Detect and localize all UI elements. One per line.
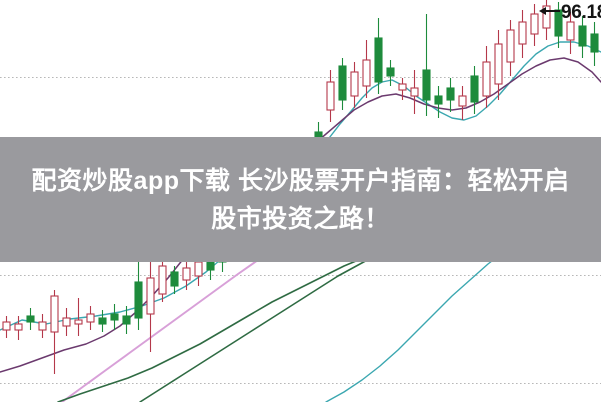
candle-body-down (506, 29, 515, 63)
candle-body-down (350, 71, 359, 97)
candle-body-down (182, 267, 191, 281)
candle-body-down (362, 59, 371, 87)
candle-body-up (26, 315, 35, 323)
candle-body-up (434, 95, 443, 105)
price-callout-label: 96.18 (561, 2, 601, 23)
candle-body-down (2, 321, 11, 331)
candle-body-up (338, 65, 347, 101)
candle-body-up (98, 317, 107, 325)
candle-body-down (398, 83, 407, 91)
candle-body-down (158, 265, 167, 295)
candle-body-down (50, 295, 59, 333)
candle-body-down (458, 95, 467, 107)
candle-body-up (470, 75, 479, 103)
candle-body-down (482, 61, 491, 97)
candle-body-down (566, 21, 575, 41)
candle-body-down (326, 81, 335, 111)
candle-body-up (134, 281, 143, 319)
candle-body-up (386, 67, 395, 77)
candle-body-up (446, 87, 455, 101)
title-overlay-banner: 配资炒股app下载 长沙股票开户指南：轻松开启 股市投资之路！ (0, 137, 601, 262)
price-callout-arrow (539, 7, 560, 15)
candle-body-down (14, 323, 23, 331)
callout-arrow-head (539, 7, 546, 15)
candle-body-up (590, 33, 599, 53)
candle-body-down (86, 313, 95, 323)
candle-body-down (62, 317, 71, 327)
candle-body-down (494, 43, 503, 85)
candle-body-up (170, 271, 179, 287)
candle-body-up (422, 69, 431, 101)
overlay-title-line-2: 股市投资之路！ (211, 204, 390, 233)
candle-body-down (530, 13, 539, 35)
candle-body-down (194, 261, 203, 277)
candle-body-down (74, 319, 83, 325)
candle-body-down (542, 5, 551, 29)
candle-body-down (518, 21, 527, 45)
candle-body-up (122, 315, 131, 325)
candle-body-up (578, 25, 587, 47)
overlay-title-line-1: 配资炒股app下载 长沙股票开户指南：轻松开启 (31, 166, 570, 195)
candle-body-up (110, 313, 119, 321)
candle-body-down (38, 321, 47, 331)
candle-body-down (410, 87, 419, 97)
candle-body-up (374, 37, 383, 83)
candle-body-down (146, 277, 155, 315)
